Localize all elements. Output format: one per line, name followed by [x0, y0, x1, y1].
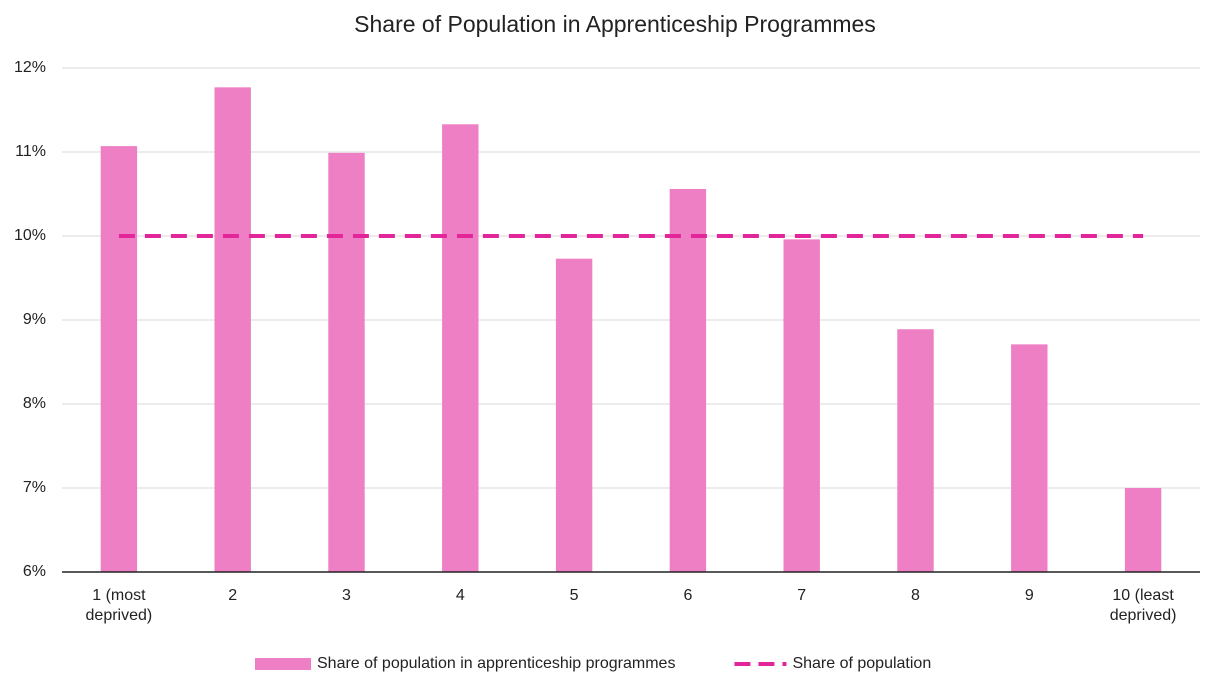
legend-label: Share of population [792, 655, 931, 672]
y-tick-label: 9% [23, 311, 46, 328]
y-tick-label: 10% [14, 227, 46, 244]
bar [669, 188, 707, 572]
bar [1011, 344, 1048, 572]
y-tick-label: 6% [23, 563, 46, 580]
x-tick-label: 4 [455, 587, 465, 604]
x-tick-label: 3 [342, 587, 351, 604]
y-tick-label: 8% [23, 395, 46, 412]
bar [100, 146, 138, 572]
bar [442, 124, 479, 572]
bar [328, 152, 365, 572]
chart-title: Share of Population in Apprenticeship Pr… [354, 11, 876, 37]
bar [555, 258, 593, 572]
bar [214, 87, 251, 572]
y-tick-label: 11% [15, 143, 46, 160]
x-tick-label: 2 [228, 587, 238, 604]
bar [783, 239, 820, 573]
bar [897, 329, 934, 572]
legend-label: Share of population in apprenticeship pr… [317, 655, 675, 672]
x-tick-label: 6 [683, 587, 693, 604]
bar [1124, 488, 1162, 572]
y-tick-label: 7% [23, 479, 46, 496]
x-tick-label: 10 (least deprived) [1109, 587, 1177, 624]
legend-swatch [255, 658, 311, 670]
x-tick-label: 9 [1024, 587, 1034, 604]
x-tick-label: 5 [569, 587, 579, 604]
y-tick-label: 12% [14, 59, 46, 76]
x-tick-label: 7 [797, 587, 807, 604]
x-tick-label: 1 (most deprived) [85, 587, 153, 624]
x-tick-label: 8 [911, 587, 920, 604]
